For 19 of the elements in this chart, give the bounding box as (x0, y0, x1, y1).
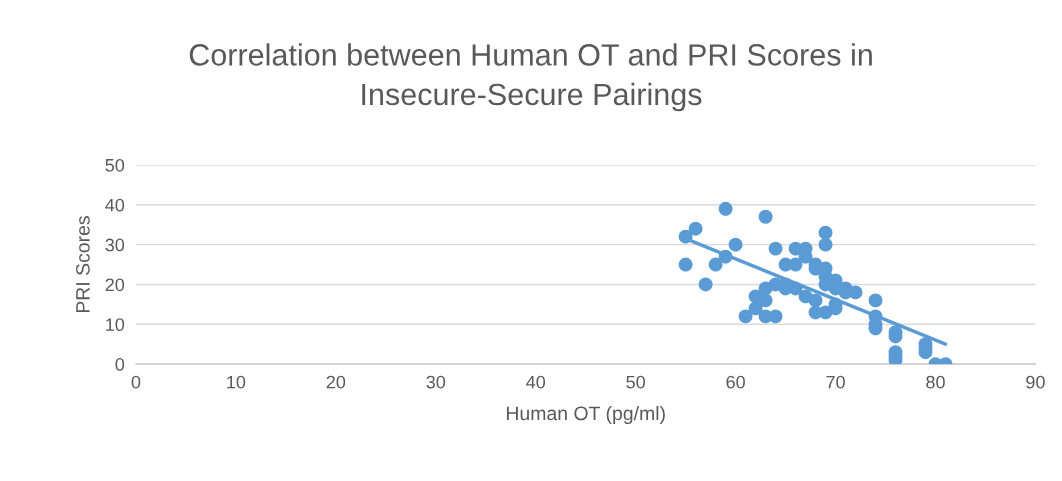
x-tick-label: 0 (131, 375, 141, 389)
x-tick-label: 60 (726, 375, 745, 389)
y-tick-label: 0 (115, 358, 125, 371)
x-tick-label: 80 (926, 375, 945, 389)
y-tick-label: 50 (105, 158, 125, 172)
x-tick-label: 20 (326, 375, 346, 389)
x-tick-label: 90 (1026, 375, 1045, 389)
y-tick-label: 30 (105, 238, 125, 252)
x-tick-label: 30 (426, 375, 446, 389)
x-tick-label: 50 (626, 375, 645, 389)
y-axis-title: PRI Scores (76, 216, 90, 313)
chart-title: Correlation between Human OT and PRI Scores in Insecure-Secure Pairings (189, 43, 872, 112)
y-tick-label: 20 (105, 278, 125, 292)
x-axis-title: Human OT (pg/ml) (506, 405, 665, 425)
y-tick-label: 40 (105, 198, 125, 212)
x-tick-label: 10 (227, 375, 246, 389)
x-tick-label: 40 (526, 375, 546, 389)
x-tick-label: 70 (826, 375, 845, 389)
y-tick-label: 10 (106, 318, 125, 332)
